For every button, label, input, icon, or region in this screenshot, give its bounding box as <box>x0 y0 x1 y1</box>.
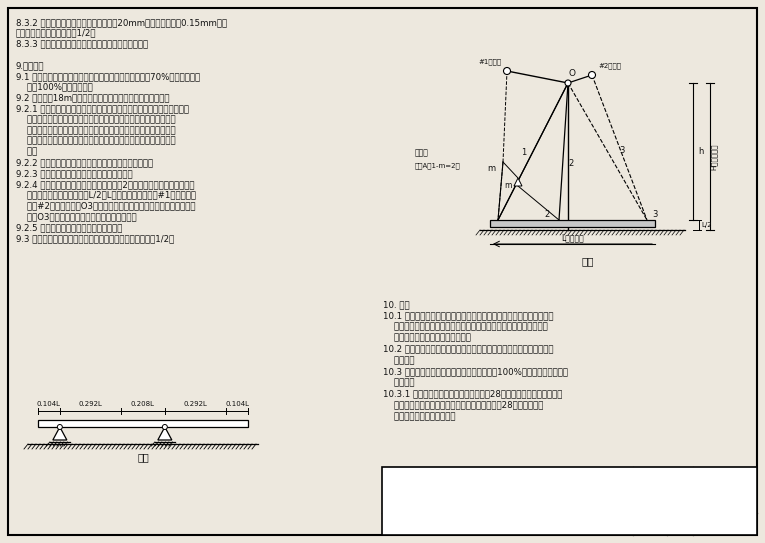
Text: 9.桩的吊运: 9.桩的吊运 <box>16 61 44 70</box>
Text: 0.104L: 0.104L <box>37 401 61 407</box>
Text: 8: 8 <box>709 520 715 530</box>
Text: 试验数据证明，桩身混凝土的抗拉强度能达到与28天龄期之强度: 试验数据证明，桩身混凝土的抗拉强度能达到与28天龄期之强度 <box>383 401 543 410</box>
Text: 10.1 沉桩前应清除高空和地下障碍物，应平整沉桩和运桩的场地，桩机: 10.1 沉桩前应清除高空和地下障碍物，应平整沉桩和运桩的场地，桩机 <box>383 311 554 320</box>
Text: 8.3.2 混凝土的收缩裂缝，深度不得大于20mm，宽度不得大于0.15mm，横: 8.3.2 混凝土的收缩裂缝，深度不得大于20mm，宽度不得大于0.15mm，横 <box>16 18 227 27</box>
Text: 0.292L: 0.292L <box>79 401 103 407</box>
Text: 设计 宋青君: 设计 宋青君 <box>527 522 551 528</box>
Polygon shape <box>158 427 172 440</box>
Text: 2: 2 <box>544 210 549 219</box>
Circle shape <box>588 72 595 79</box>
Text: 3: 3 <box>652 210 657 219</box>
Text: 然后将桩水平提升至高度为L/2（L为桩长）处，即停止#1卷扬机，仅: 然后将桩水平提升至高度为L/2（L为桩长）处，即停止#1卷扬机，仅 <box>16 191 196 200</box>
Circle shape <box>503 67 510 74</box>
Text: 总说明: 总说明 <box>490 482 525 501</box>
Text: 移动范围内场地的地基承载力应满足桩机运行和机架垂直度的要求，: 移动范围内场地的地基承载力应满足桩机运行和机架垂直度的要求， <box>383 323 548 331</box>
Text: 吊在O3索上，然后进入桩竖龙门（见图八）。: 吊在O3索上，然后进入桩竖龙门（见图八）。 <box>16 212 137 222</box>
Text: 9.2.3 桩在起吊时应使每个吊点同时均匀受力。: 9.2.3 桩在起吊时应使每个吊点同时均匀受力。 <box>16 169 132 178</box>
Text: 9.2 长度大于18m的桩，在现场吊运时，可按下述方式进行：: 9.2 长度大于18m的桩，在现场吊运时，可按下述方式进行： <box>16 93 170 103</box>
Text: 校对 李来宝: 校对 李来宝 <box>452 522 476 528</box>
Text: 施工场地及周围应保持排水畅通。: 施工场地及周围应保持排水畅通。 <box>383 333 471 343</box>
Text: L（桩长）: L（桩长） <box>561 233 584 242</box>
Text: 9.2.4 沉桩施工用三点吊的就位之步骤：用2台卷扬机，按图八安装吊索，: 9.2.4 沉桩施工用三点吊的就位之步骤：用2台卷扬机，按图八安装吊索， <box>16 180 194 189</box>
Text: 10.2 施工前应根据桩截面、桩长、土层特性及施工机械性能编制施工组: 10.2 施工前应根据桩截面、桩长、土层特性及施工机械性能编制施工组 <box>383 345 554 354</box>
Text: 页: 页 <box>647 521 653 529</box>
Text: O: O <box>569 69 576 78</box>
Text: 图集号: 图集号 <box>656 487 670 496</box>
Text: h: h <box>698 147 703 156</box>
Bar <box>490 220 655 227</box>
Text: 织设计。: 织设计。 <box>383 356 415 365</box>
Text: 1: 1 <box>521 148 526 157</box>
Text: 3: 3 <box>619 146 624 155</box>
Text: 2: 2 <box>568 159 573 168</box>
Text: #1卷扬机: #1卷扬机 <box>479 59 502 65</box>
Text: 木或工字钢板或）应有足够的长度，刚性托板支点外桩的悬空长度: 木或工字钢板或）应有足够的长度，刚性托板支点外桩的悬空长度 <box>16 115 176 124</box>
Text: 10.3 当预制方桩的混凝土强度达到设计强度的100%时方可沉桩，此外尚: 10.3 当预制方桩的混凝土强度达到设计强度的100%时方可沉桩，此外尚 <box>383 367 568 376</box>
Circle shape <box>565 80 571 86</box>
Text: H（桩架高）: H（桩架高） <box>711 143 718 170</box>
Text: 应考虑：: 应考虑： <box>383 378 415 387</box>
Circle shape <box>57 425 62 430</box>
Text: 达到100%时才能运输。: 达到100%时才能运输。 <box>16 83 93 92</box>
Text: 04G361: 04G361 <box>705 486 746 496</box>
Text: 10. 沉桩: 10. 沉桩 <box>383 300 409 309</box>
Text: 总说明: 总说明 <box>490 482 525 501</box>
Text: L/2: L/2 <box>701 222 711 228</box>
Text: 0.208L: 0.208L <box>131 401 155 407</box>
Text: 开动#2卷扬机，仅靠O3索，使桩缓缓转至垂直，脱下吊索，使桩单点: 开动#2卷扬机，仅靠O3索，使桩缓缓转至垂直，脱下吊索，使桩单点 <box>16 201 196 211</box>
Text: 10.3.1 锤击沉桩时混凝土的龄期不得少于28天，如有其他有效措施且有: 10.3.1 锤击沉桩时混凝土的龄期不得少于28天，如有其他有效措施且有 <box>383 389 562 399</box>
Text: #2卷扬机: #2卷扬机 <box>598 62 621 69</box>
Bar <box>382 467 757 535</box>
Text: 应满足图七所示的要求。在刚性托板和桩之间须用垫木衬垫。平板: 应满足图七所示的要求。在刚性托板和桩之间须用垫木衬垫。平板 <box>16 126 176 135</box>
Text: 图七: 图七 <box>137 452 149 462</box>
Text: 击。: 击。 <box>16 148 37 156</box>
Polygon shape <box>53 427 67 440</box>
Bar <box>38 420 248 427</box>
Text: 9.2.1 运输时可采用具有弹簧和转盘的平板车，转盘上的刚性托板（用方: 9.2.1 运输时可采用具有弹簧和转盘的平板车，转盘上的刚性托板（用方 <box>16 104 189 113</box>
Text: 9.3 在方桩吊运过程中，横向裂缝长度不得超过截面边长的1/2。: 9.3 在方桩吊运过程中，横向裂缝长度不得超过截面边长的1/2。 <box>16 234 174 243</box>
Text: 小记: 小记 <box>414 520 422 526</box>
Text: 8.3.3 桩顶与桩尖处不得有蜂窝、麻面、裂缝或掉角。: 8.3.3 桩顶与桩尖处不得有蜂窝、麻面、裂缝或掉角。 <box>16 40 148 49</box>
Polygon shape <box>514 178 522 186</box>
Text: 向裂缝长度不得超过桩长的1/2。: 向裂缝长度不得超过桩长的1/2。 <box>16 29 96 38</box>
Text: 相同时，可不受龄期限制。: 相同时，可不受龄期限制。 <box>383 412 455 421</box>
Text: 9.1 当预制钢筋混凝土方桩的混凝土强度达到设计强度的70%时方可起吊，: 9.1 当预制钢筋混凝土方桩的混凝土强度达到设计强度的70%时方可起吊， <box>16 72 200 81</box>
Text: 长度A（1-m=2）: 长度A（1-m=2） <box>415 162 461 169</box>
Text: 李来宝: 李来宝 <box>482 520 493 526</box>
Text: 车的轨道应平整，在运输过程中应保持平板车平稳，避免振动和撞: 车的轨道应平整，在运输过程中应保持平板车平稳，避免振动和撞 <box>16 137 176 146</box>
Text: 下吊索: 下吊索 <box>415 148 429 157</box>
Text: m: m <box>487 164 495 173</box>
Text: 0.104L: 0.104L <box>225 401 249 407</box>
Text: 9.2.5 桩在竖转起吊就位时严禁使用吊环。: 9.2.5 桩在竖转起吊就位时严禁使用吊环。 <box>16 223 122 232</box>
Text: 0.292L: 0.292L <box>184 401 207 407</box>
Circle shape <box>162 425 168 430</box>
Text: 审核 王玉东: 审核 王玉东 <box>386 522 409 528</box>
Text: m: m <box>505 181 512 190</box>
Text: 图八: 图八 <box>581 256 594 266</box>
Text: 9.2.2 当桩放置于平板车上后，须清除桩上贴附之杂质。: 9.2.2 当桩放置于平板车上后，须清除桩上贴附之杂质。 <box>16 159 153 167</box>
